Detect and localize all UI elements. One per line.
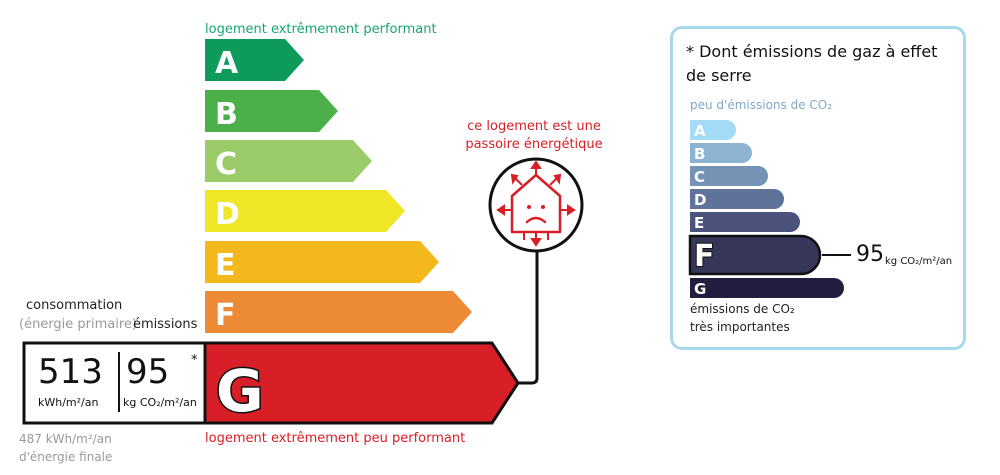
energy-bar-d bbox=[205, 190, 405, 232]
consumption-sublabel: (énergie primaire) bbox=[19, 317, 137, 332]
energy-top-label: logement extrêmement performant bbox=[205, 22, 437, 37]
ges-bar-c bbox=[690, 166, 768, 186]
energy-letter-b: B bbox=[215, 97, 238, 132]
final-energy-label: d'énergie finale bbox=[19, 450, 113, 464]
energy-bar-e bbox=[205, 241, 439, 283]
energy-bar-a bbox=[205, 39, 304, 81]
energy-bar-f bbox=[205, 291, 472, 333]
emission-unit: kg CO₂/m²/an bbox=[123, 396, 197, 409]
primary-energy-unit: kWh/m²/an bbox=[38, 396, 99, 409]
passoire-connector bbox=[519, 238, 539, 385]
consumption-label: consommation bbox=[26, 298, 123, 313]
ges-bar-b bbox=[690, 143, 752, 163]
energy-letter-e: E bbox=[215, 248, 236, 283]
ges-letter-b: B bbox=[694, 145, 705, 163]
ges-bar-d bbox=[690, 189, 784, 209]
ges-bottom-label-1: émissions de CO₂ bbox=[690, 302, 795, 316]
ges-bar-e bbox=[690, 212, 800, 232]
emission-value: 95 bbox=[126, 352, 170, 392]
emissions-label: émissions bbox=[133, 317, 198, 332]
energy-letter-c: C bbox=[215, 147, 237, 182]
leaky-house-sad-icon bbox=[488, 157, 584, 253]
ges-letter-e: E bbox=[694, 214, 704, 232]
energy-bar-c bbox=[205, 140, 372, 182]
consumption-box bbox=[22, 341, 207, 425]
ges-title: * Dont émissions de gaz à effet de serre bbox=[686, 42, 938, 85]
energy-bar-b bbox=[205, 90, 338, 132]
ges-letter-a: A bbox=[694, 122, 706, 140]
ges-bottom-label-2: très importantes bbox=[690, 320, 790, 334]
ges-bar-g bbox=[690, 278, 844, 298]
ges-letter-f: F bbox=[694, 239, 715, 274]
ges-unit: kg CO₂/m²/an bbox=[885, 256, 953, 267]
ges-value: 95 bbox=[856, 242, 884, 267]
energy-letter-d: D bbox=[215, 197, 240, 232]
energy-letter-f: F bbox=[215, 298, 236, 333]
final-energy-value: 487 kWh/m²/an bbox=[19, 432, 112, 446]
energy-bottom-label: logement extrêmement peu performant bbox=[205, 431, 466, 446]
energy-letter-a: A bbox=[215, 46, 239, 81]
ges-letter-c: C bbox=[694, 168, 705, 186]
passoire-text: ce logement est une passoire énergétique bbox=[465, 119, 603, 152]
ges-letter-d: D bbox=[694, 191, 706, 209]
emission-asterisk: * bbox=[191, 353, 198, 368]
ges-panel bbox=[670, 26, 966, 350]
ges-letter-g: G bbox=[694, 280, 706, 298]
ges-bar-f bbox=[688, 234, 822, 276]
energy-letter-g: G bbox=[216, 357, 264, 425]
ges-bar-a bbox=[690, 120, 736, 140]
ges-top-label: peu d'émissions de CO₂ bbox=[690, 98, 833, 112]
primary-energy-value: 513 bbox=[38, 352, 103, 392]
